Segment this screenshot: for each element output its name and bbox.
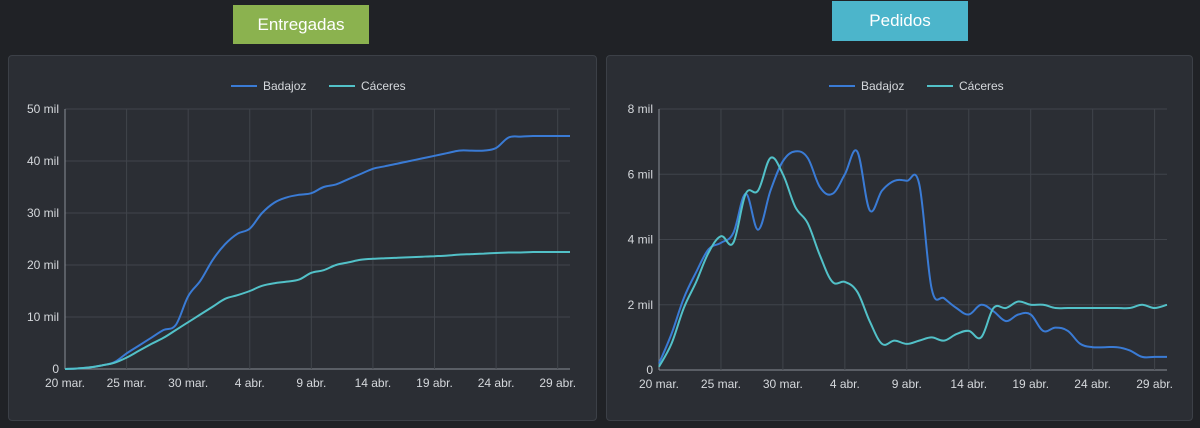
entregadas-y-tick-label: 30 mil [27, 206, 59, 220]
entregadas-y-tick-label: 0 [52, 362, 59, 376]
entregadas-x-tick-label: 4 abr. [235, 376, 265, 390]
pedidos-y-tick-label: 8 mil [628, 102, 653, 116]
entregadas-chart: Badajoz Cáceres 0 10 mil 20 mil 30 mil 40 mil 5… [27, 79, 576, 390]
entregadas-x-tick-label: 25 mar. [107, 376, 147, 390]
entregadas-x-tick-label: 30 mar. [168, 376, 208, 390]
pedidos-chart: Badajoz Cáceres 0 2 mil 4 mil 6 mil 8 mil 20 ma… [628, 79, 1173, 391]
entregadas-y-tick-label: 40 mil [27, 154, 59, 168]
pedidos-title: Pedidos [869, 11, 931, 30]
pedidos-title-tag: Pedidos [832, 1, 968, 41]
entregadas-series-line-badajoz[interactable] [64, 134, 570, 370]
pedidos-x-tick-label: 25 mar. [701, 377, 741, 391]
pedidos-y-tick-label: 6 mil [628, 167, 653, 181]
pedidos-y-tick-label: 0 [646, 363, 653, 377]
pedidos-series-line-badajoz[interactable] [658, 149, 1167, 364]
pedidos-x-tick-label: 19 abr. [1012, 377, 1049, 391]
entregadas-chart-panel: Badajoz Cáceres 0 10 mil 20 mil 30 mil 40 mil 5… [8, 55, 597, 421]
entregadas-x-tick-label: 14 abr. [355, 376, 392, 390]
entregadas-legend-label-1[interactable]: Cáceres [361, 79, 406, 93]
entregadas-series-line-cceres[interactable] [64, 250, 570, 370]
pedidos-legend-label-1[interactable]: Cáceres [959, 79, 1004, 93]
pedidos-x-tick-label: 20 mar. [639, 377, 679, 391]
pedidos-chart-panel: Badajoz Cáceres 0 2 mil 4 mil 6 mil 8 mil 20 ma… [606, 55, 1193, 421]
pedidos-series-line-cceres[interactable] [658, 156, 1168, 368]
entregadas-x-tick-label: 24 abr. [478, 376, 515, 390]
pedidos-x-tick-label: 24 abr. [1074, 377, 1111, 391]
entregadas-x-tick-label: 29 abr. [539, 376, 576, 390]
entregadas-legend-label-0[interactable]: Badajoz [263, 79, 306, 93]
pedidos-y-tick-label: 2 mil [628, 298, 653, 312]
pedidos-x-tick-label: 29 abr. [1136, 377, 1173, 391]
entregadas-y-tick-label: 50 mil [27, 102, 59, 116]
entregadas-y-tick-label: 20 mil [27, 258, 59, 272]
pedidos-x-tick-label: 30 mar. [763, 377, 803, 391]
entregadas-x-tick-label: 9 abr. [296, 376, 326, 390]
pedidos-x-tick-label: 9 abr. [892, 377, 922, 391]
pedidos-x-tick-label: 4 abr. [830, 377, 860, 391]
pedidos-x-tick-label: 14 abr. [950, 377, 987, 391]
pedidos-y-tick-label: 4 mil [628, 233, 653, 247]
entregadas-title-tag: Entregadas [233, 5, 369, 44]
pedidos-legend: Badajoz Cáceres [829, 79, 1004, 93]
entregadas-x-tick-label: 20 mar. [45, 376, 85, 390]
entregadas-title: Entregadas [257, 14, 345, 34]
entregadas-legend: Badajoz Cáceres [231, 79, 406, 93]
entregadas-x-tick-label: 19 abr. [416, 376, 453, 390]
entregadas-y-tick-label: 10 mil [27, 310, 59, 324]
pedidos-legend-label-0[interactable]: Badajoz [861, 79, 904, 93]
